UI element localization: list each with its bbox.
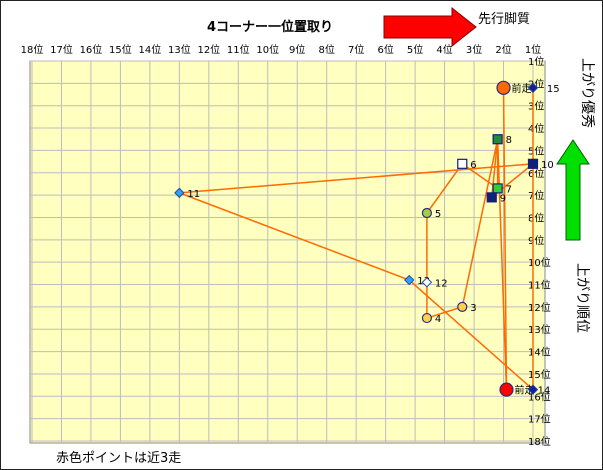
- data-point-marker: [527, 384, 539, 395]
- ylabel-top: 上がり優秀: [579, 58, 595, 128]
- connector-line: [496, 139, 508, 390]
- y-tick-label: 11位: [528, 279, 551, 292]
- x-tick-label: 12位: [197, 43, 220, 56]
- connector-line: [179, 163, 534, 194]
- x-tick-label: 10位: [256, 43, 279, 56]
- connector-lines: [179, 87, 534, 391]
- y-tick-label: 6位: [528, 167, 544, 180]
- x-tick-label: 9位: [289, 43, 305, 56]
- data-point-marker: [499, 382, 514, 397]
- connector-line: [408, 279, 534, 391]
- y-tick-label: 10位: [528, 256, 551, 269]
- data-point-marker: [174, 187, 185, 199]
- x-tick-label: 8位: [319, 43, 335, 56]
- x-tick-label: 4位: [436, 43, 452, 56]
- grid-lines: [30, 60, 545, 443]
- y-tick-label: 5位: [528, 144, 544, 157]
- data-point-marker: [404, 274, 415, 286]
- x-tick-label: 16位: [80, 43, 103, 56]
- y-axis-ticks: 1位2位3位4位5位6位7位8位9位10位11位12位13位14位15位16位1…: [528, 55, 551, 448]
- x-tick-label: 6位: [377, 43, 393, 56]
- data-point-marker: [492, 134, 503, 145]
- data-point-label: 6: [470, 160, 476, 171]
- data-point-label: 4: [435, 314, 441, 325]
- connector-line: [426, 163, 463, 214]
- x-tick-label: 15位: [109, 43, 132, 56]
- x-tick-label: 11位: [227, 43, 250, 56]
- data-point-label: 12: [435, 278, 448, 289]
- data-point-label: 前走: [512, 82, 532, 95]
- connector-line: [461, 163, 499, 190]
- y-tick-label: 3位: [528, 100, 544, 113]
- plot-area: [29, 60, 546, 444]
- data-point-label: 15: [547, 84, 560, 95]
- green-arrow-icon: [556, 139, 590, 241]
- data-point-marker: [527, 82, 539, 94]
- data-point-marker: [421, 312, 433, 324]
- x-tick-label: 1位: [525, 43, 541, 56]
- y-tick-label: 15位: [528, 368, 551, 381]
- y-tick-label: 13位: [528, 323, 551, 336]
- data-point-label: 3: [470, 303, 476, 314]
- data-point-marker: [421, 207, 433, 219]
- red-arrow-icon: [383, 6, 477, 48]
- x-tick-label: 13位: [168, 43, 191, 56]
- data-point-marker: [527, 158, 539, 169]
- data-point-marker: [486, 192, 497, 203]
- data-point-label: 11: [187, 189, 200, 200]
- data-point-label: 9: [500, 193, 506, 204]
- subtitle-right: 先行脚質: [478, 11, 530, 27]
- x-tick-label: 7位: [348, 43, 364, 56]
- footnote: 赤色ポイントは近3走: [56, 450, 181, 466]
- chart-title: 4コーナー一位置取り: [207, 19, 333, 35]
- x-tick-label: 14位: [139, 43, 162, 56]
- x-tick-label: 2位: [495, 43, 511, 56]
- y-tick-label: 8位: [528, 211, 544, 224]
- x-axis-ticks: 18位 17位 16位 15位 14位 13位 12位 11位 10位 9位 8位 7位 6位 5位 4位 3…: [21, 43, 542, 56]
- data-point-marker: [496, 80, 511, 95]
- data-point-marker: [457, 158, 468, 169]
- data-point-marker: [492, 183, 503, 194]
- x-tick-label: 3位: [466, 43, 482, 56]
- x-tick-label: 5位: [407, 43, 423, 56]
- y-tick-label: 18位: [528, 435, 551, 448]
- ylabel-right: 上がり順位: [574, 263, 590, 333]
- x-tick-label: 17位: [50, 43, 73, 56]
- y-tick-label: 17位: [528, 413, 551, 426]
- y-tick-label: 7位: [528, 189, 544, 202]
- connector-line: [179, 192, 410, 281]
- data-point-label: 5: [435, 209, 441, 220]
- data-point-marker: [421, 277, 433, 288]
- connector-line: [426, 306, 463, 319]
- data-point-marker: [457, 301, 468, 312]
- y-tick-label: 4位: [528, 122, 544, 135]
- data-point-label: 7: [506, 184, 512, 195]
- data-points: 前走15810679115131234前走 14: [174, 80, 560, 397]
- y-tick-label: 12位: [528, 301, 551, 314]
- y-tick-label: 14位: [528, 346, 551, 359]
- connector-line: [502, 87, 508, 390]
- y-tick-label: 9位: [528, 234, 544, 247]
- x-tick-label: 18位: [21, 43, 44, 56]
- y-tick-label: 1位: [528, 55, 544, 68]
- data-point-label: 8: [506, 135, 512, 146]
- data-point-label: 10: [541, 160, 554, 171]
